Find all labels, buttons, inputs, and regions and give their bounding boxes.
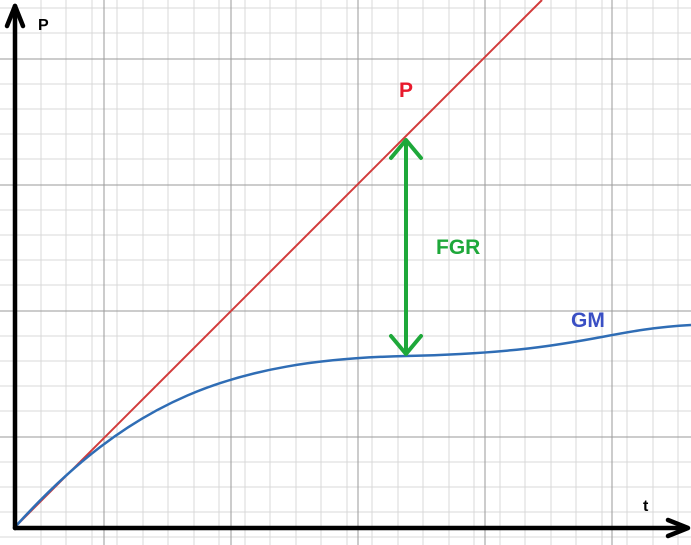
gm-curve [14,323,691,528]
axes [4,3,691,539]
p-line-label: P [399,79,413,102]
y-axis-arrowhead [4,3,26,29]
x-axis-label: t [643,498,649,515]
fgr-label: FGR [436,236,480,259]
y-axis-label: P [38,17,49,34]
gm-curve-label: GM [571,309,605,332]
fgr-gap-arrow [389,138,423,356]
p-line [14,0,543,528]
x-axis-arrowhead [665,517,691,539]
